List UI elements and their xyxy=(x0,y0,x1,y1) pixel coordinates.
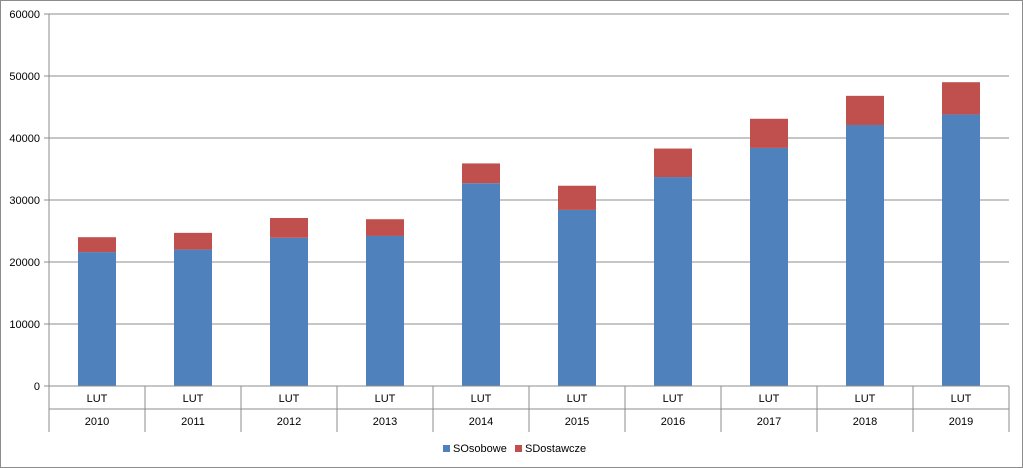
category-month-label: LUT xyxy=(471,393,492,405)
category-year-label: 2019 xyxy=(949,416,973,428)
y-tick-label: 10000 xyxy=(9,319,40,331)
legend-label: SOsobowe xyxy=(453,443,507,455)
category-year-label: 2015 xyxy=(565,416,589,428)
category-month-label: LUT xyxy=(759,393,780,405)
bar-sdostawcze xyxy=(78,237,116,253)
bar-sdostawcze xyxy=(942,82,980,115)
category-year-label: 2010 xyxy=(85,416,109,428)
category-month-label: LUT xyxy=(183,393,204,405)
category-year-label: 2018 xyxy=(853,416,877,428)
bar-sosobowe xyxy=(462,183,500,386)
category-month-label: LUT xyxy=(279,393,300,405)
category-year-label: 2016 xyxy=(661,416,685,428)
bar-sosobowe xyxy=(366,235,404,386)
bar-sosobowe xyxy=(750,147,788,386)
legend-swatch xyxy=(515,445,522,452)
bar-sosobowe xyxy=(270,237,308,386)
bar-sdostawcze xyxy=(654,148,692,178)
bar-sdostawcze xyxy=(750,118,788,148)
legend-label: SDostawcze xyxy=(525,443,586,455)
category-month-label: LUT xyxy=(87,393,108,405)
legend-swatch xyxy=(443,445,450,452)
category-month-label: LUT xyxy=(663,393,684,405)
category-year-label: 2011 xyxy=(181,416,205,428)
bar-sdostawcze xyxy=(558,185,596,210)
category-year-label: 2013 xyxy=(373,416,397,428)
category-year-label: 2014 xyxy=(469,416,493,428)
category-month-label: LUT xyxy=(567,393,588,405)
y-tick-label: 0 xyxy=(34,381,40,393)
bar-sdostawcze xyxy=(174,232,212,250)
bar-sosobowe xyxy=(78,252,116,386)
category-year-label: 2012 xyxy=(277,416,301,428)
bar-sosobowe xyxy=(174,249,212,386)
bar-sosobowe xyxy=(846,124,884,386)
category-year-label: 2017 xyxy=(757,416,781,428)
y-tick-label: 40000 xyxy=(9,133,40,145)
y-tick-label: 60000 xyxy=(9,9,40,21)
bar-sdostawcze xyxy=(270,217,308,238)
bar-sdostawcze xyxy=(366,219,404,236)
bar-sosobowe xyxy=(558,209,596,386)
bar-sosobowe xyxy=(654,177,692,386)
bar-sosobowe xyxy=(942,114,980,386)
y-tick-label: 50000 xyxy=(9,71,40,83)
y-tick-label: 20000 xyxy=(9,257,40,269)
bar-sdostawcze xyxy=(462,163,500,184)
category-month-label: LUT xyxy=(375,393,396,405)
category-month-label: LUT xyxy=(855,393,876,405)
y-tick-label: 30000 xyxy=(9,195,40,207)
category-month-label: LUT xyxy=(951,393,972,405)
bar-sdostawcze xyxy=(846,95,884,125)
